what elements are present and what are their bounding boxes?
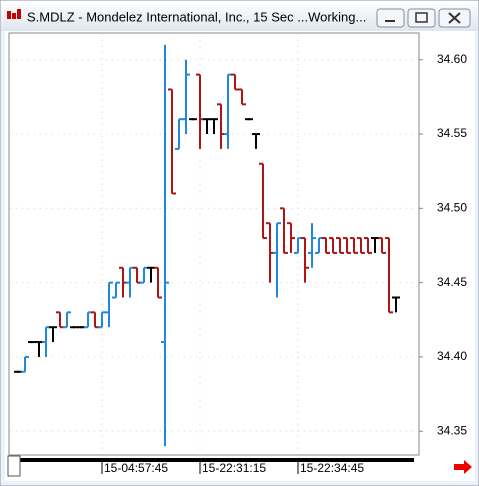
minimize-button[interactable] <box>376 8 405 28</box>
x-tick-label: 15-22:31:15 <box>202 461 266 475</box>
y-tick-label: 34.50 <box>437 201 467 215</box>
window-title: S.MDLZ - Mondelez International, Inc., 1… <box>27 9 366 24</box>
x-tick-label: 15-22:34:45 <box>300 461 364 475</box>
scroll-thumb[interactable] <box>7 455 21 477</box>
y-tick-label: 34.55 <box>437 126 467 140</box>
y-tick-label: 34.60 <box>437 52 467 66</box>
plot-area <box>8 32 420 456</box>
y-tick-label: 34.45 <box>437 275 467 289</box>
x-tick-label: 15-04:57:45 <box>104 461 168 475</box>
scroll-bar[interactable] <box>20 458 414 462</box>
maximize-button[interactable] <box>407 8 436 28</box>
y-tick-label: 34.35 <box>437 423 467 437</box>
scroll-right-arrow[interactable] <box>454 460 472 474</box>
close-button[interactable] <box>438 8 471 28</box>
y-tick-label: 34.40 <box>437 349 467 363</box>
app-icon <box>7 9 21 19</box>
